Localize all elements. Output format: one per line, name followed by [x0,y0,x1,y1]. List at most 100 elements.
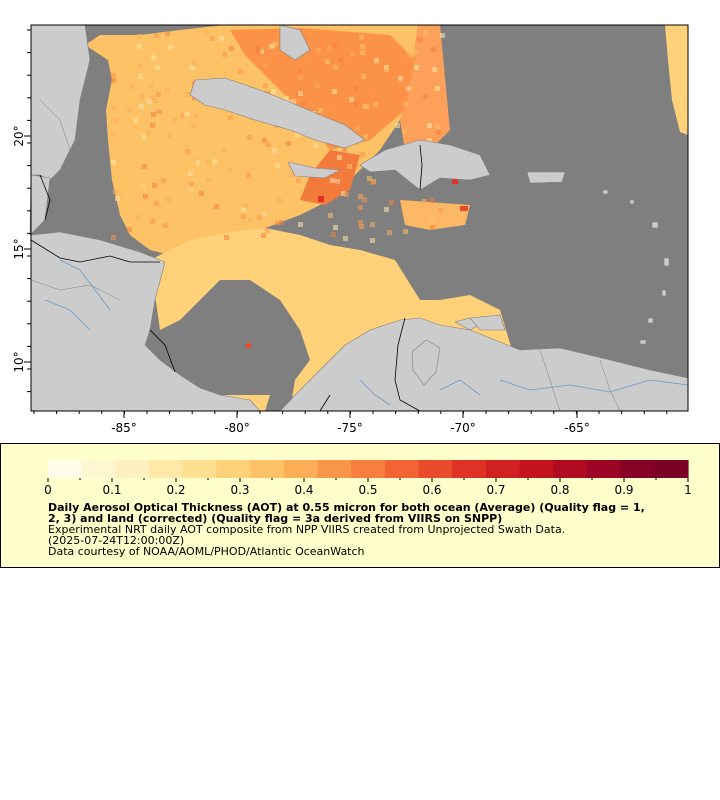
colorbar-cell [586,460,622,478]
aot-pixel [139,94,144,99]
landmass-puerto-rico [526,171,566,184]
aot-pixel [259,49,264,54]
aot-pixel [165,31,170,36]
country-border [419,144,423,191]
aot-pixel [161,178,166,183]
aot-pixel [112,106,117,111]
aot-pixel [115,196,120,201]
aot-pixel [354,101,359,106]
aot-pixel [429,198,434,203]
aot-pixel [272,78,277,83]
x-tick-label: -65° [564,421,590,435]
aot-pixel [155,65,160,70]
aot-pixel [136,225,141,230]
aot-pixel [333,225,338,230]
aot-pixel [151,112,156,117]
aot-pixel [325,59,330,64]
aot-pixel [146,130,151,135]
aot-pixel [138,74,143,79]
axis-ticks [24,29,668,418]
landmass-island [661,289,667,297]
aot-pixel [167,133,172,138]
aot-pixel [398,76,403,81]
aot-pixel [172,118,177,123]
aot-pixel [422,199,427,204]
aot-pixel [417,37,422,42]
aot-pixel [118,98,123,103]
aot-pixel [262,138,267,143]
admin-borders-layer [30,99,621,412]
colorbar-cell [384,460,420,478]
aot-pixel [355,126,360,131]
aot-pixel [296,178,301,183]
aot-pixel [142,184,147,189]
landmass-island [651,221,659,229]
aot-pixel [429,218,434,223]
aot-pixel [333,65,338,70]
aot-pixel [284,96,289,101]
landmass-island [602,189,609,195]
aot-swath-far-east [665,25,688,135]
aot-pixel [335,179,340,184]
aot-pixel [152,183,157,188]
aot-pixel [332,43,337,48]
aot-pixel [153,98,158,103]
legend-title-line: 2, 3) and land (corrected) (Quality flag… [48,512,503,525]
aot-pixel [181,113,186,118]
landmass-bahamas [279,24,311,61]
river [44,299,91,331]
aot-pixel [365,104,370,109]
aot-pixel [163,223,168,228]
colorbar-cell [283,460,319,478]
aot-pixel [224,235,229,240]
colorbar: 0 0.1 0.2 0.3 0.4 0.5 0.6 0.7 0.8 0.9 1 [44,460,692,497]
legend-title-line: Daily Aerosol Optical Thickness (AOT) at… [48,501,645,514]
aot-pixel [331,232,336,237]
aot-pixel [150,95,155,100]
aot-pixel [241,207,246,212]
aot-pixel [423,94,428,99]
landmass-jamaica [287,161,342,179]
aot-pixel [298,222,303,227]
aot-pixel [221,147,226,152]
aot-pixel [358,194,363,199]
aot-pixel [305,102,310,107]
aot-pixel [266,142,271,147]
aot-pixel [142,164,147,169]
aot-pixel [154,33,159,38]
aot-pixel [151,55,156,60]
aot-pixel [192,61,197,66]
aot-pixel [247,135,252,140]
aot-pixel [425,98,430,103]
aot-pixel [256,49,261,54]
colorbar-cell [418,460,453,478]
axis-labels: -85° -80° -75° -70° -65° 20° 15° 10° [12,125,590,435]
aot-pixel [432,67,437,72]
aot-pixel [413,50,418,55]
aot-pixel [259,122,264,127]
aot-pixel [403,102,408,107]
aot-pixel [154,201,159,206]
colorbar-cell [81,460,116,478]
aot-pixel [113,118,118,123]
aot-pixel [414,65,419,70]
aot-map: -85° -80° -75° -70° -65° 20° 15° 10° [12,24,689,435]
aot-pixel [362,197,367,202]
aot-pixel [349,154,354,159]
aot-pixel [238,69,243,74]
aot-pixel [431,47,436,52]
aot-pixel [406,86,411,91]
aot-pixel [297,68,302,73]
aot-pixel [332,105,337,110]
aot-pixel [272,148,277,153]
aot-pixel [143,194,148,199]
aot-pixel [189,182,194,187]
aot-pixel [370,180,375,185]
aot-pixel [367,176,372,181]
aot-pixel [243,203,248,208]
aot-pixel [389,200,394,205]
colorbar-cell [620,460,655,478]
aot-pixel [156,92,161,97]
river [359,379,391,406]
aot-pixel [141,134,146,139]
